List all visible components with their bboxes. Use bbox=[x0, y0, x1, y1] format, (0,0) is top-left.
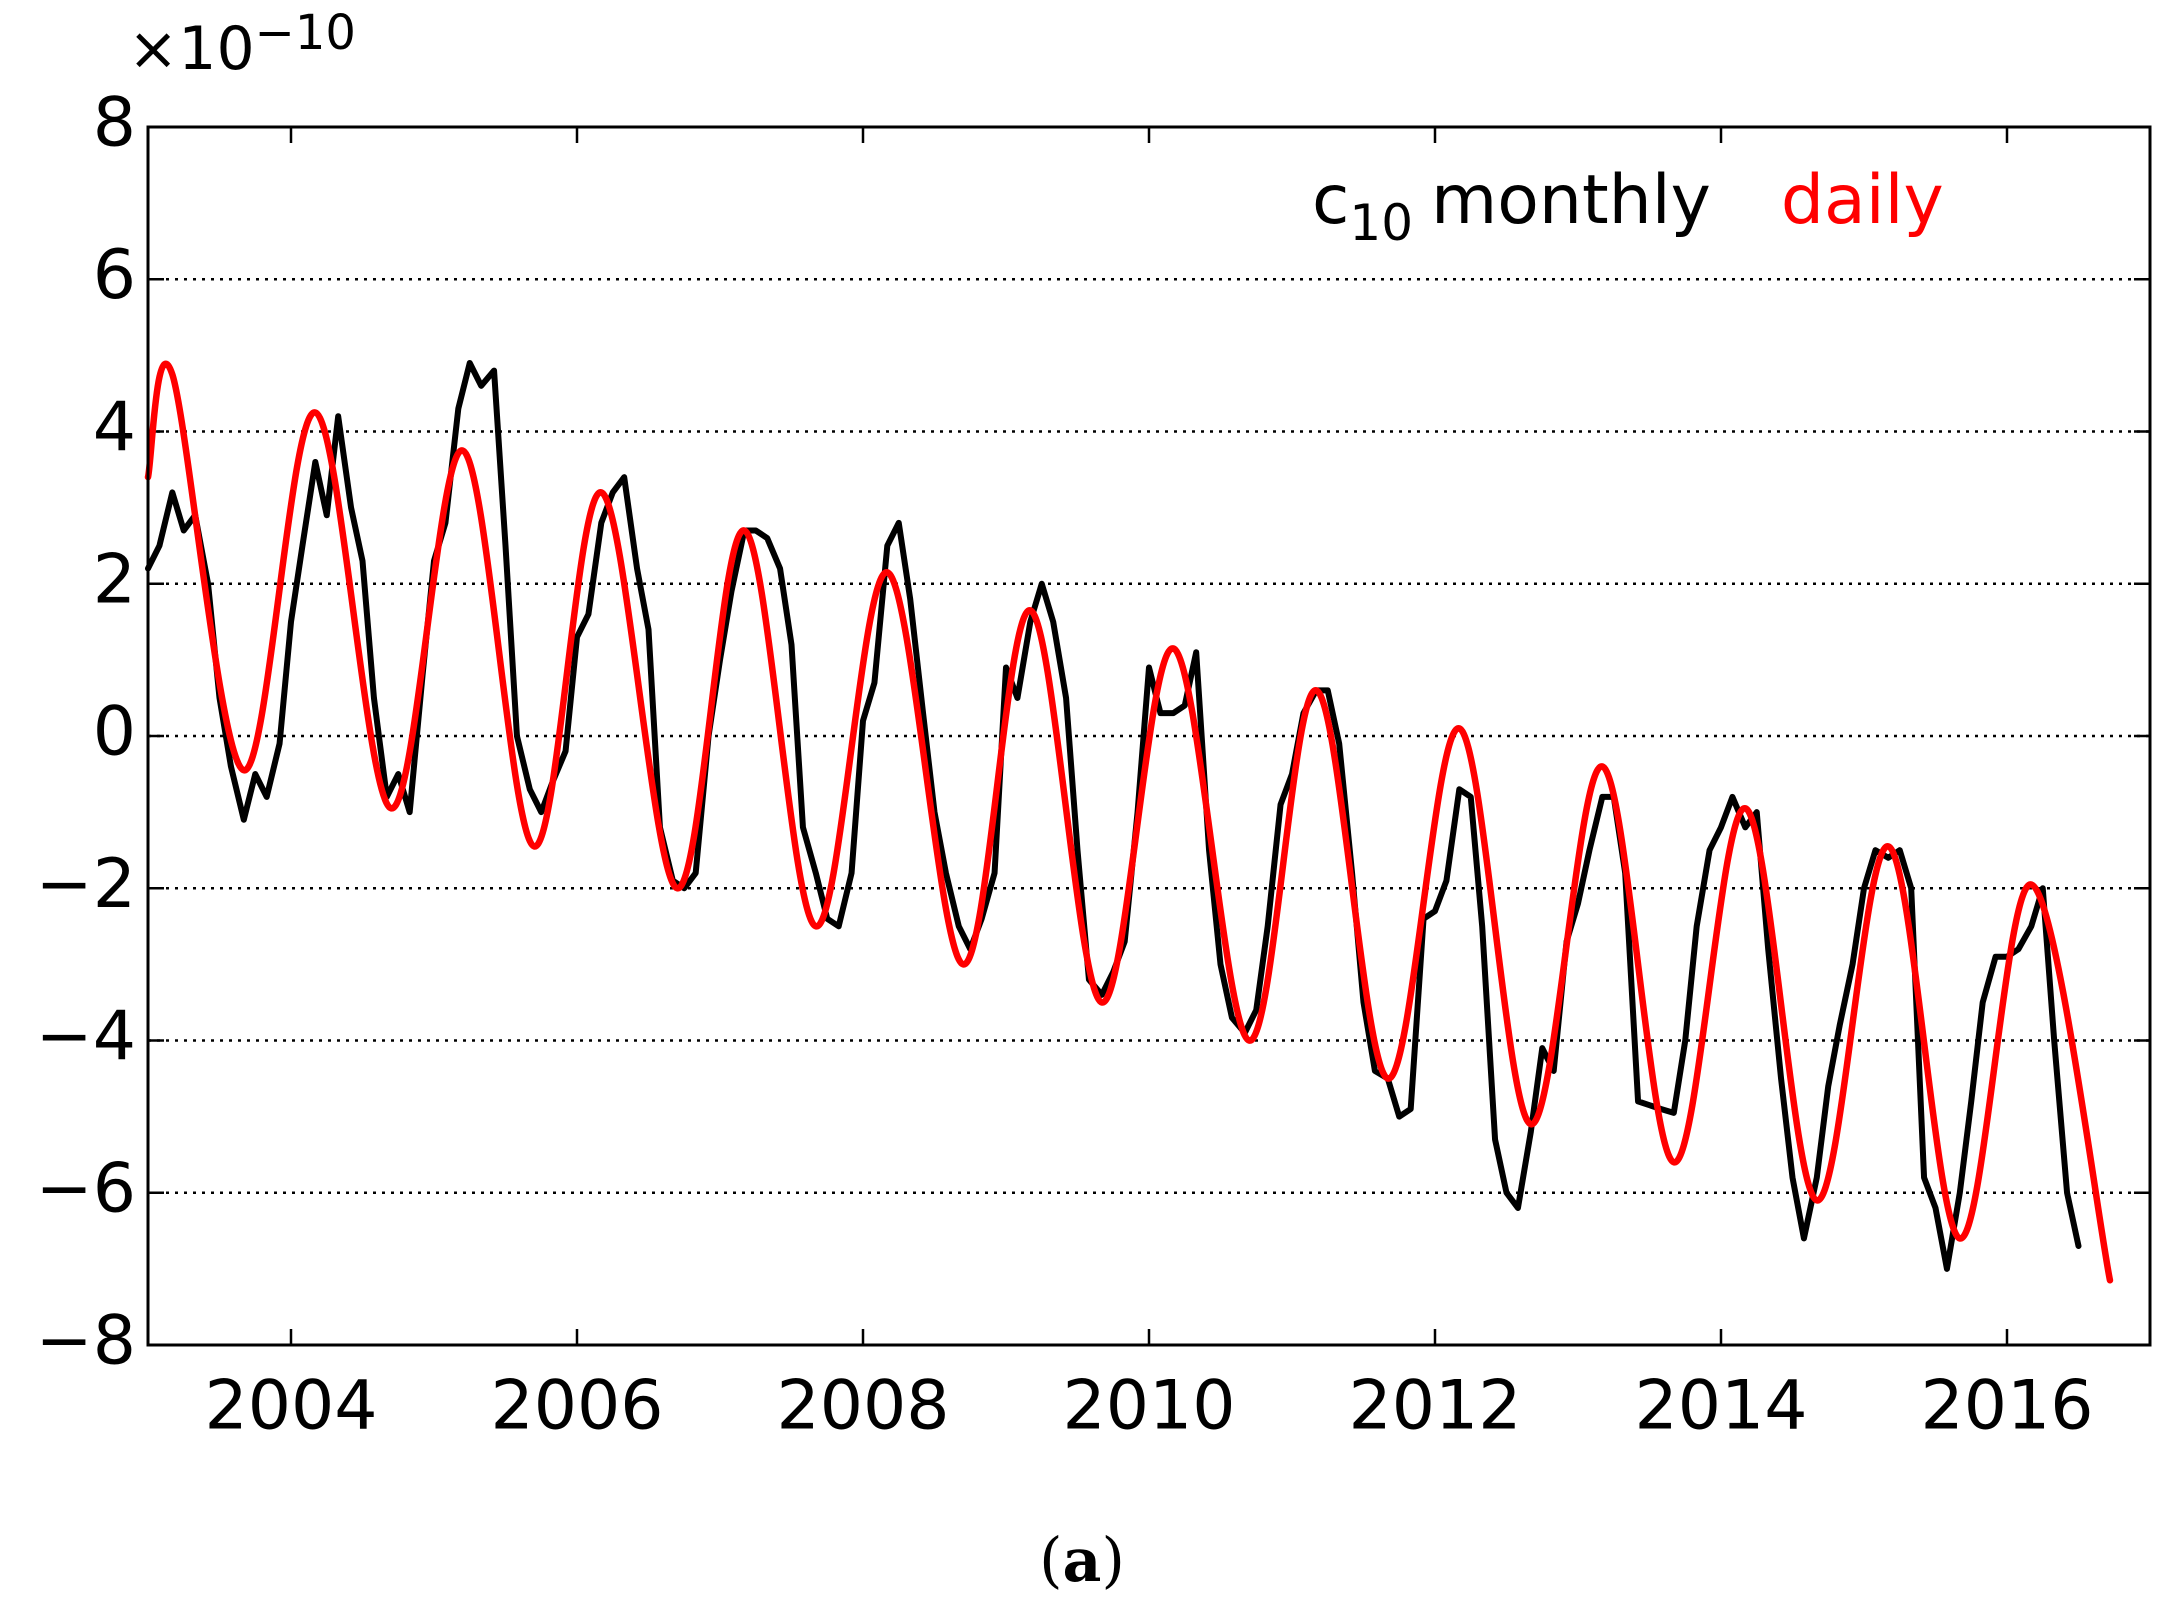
series-line bbox=[144, 360, 2114, 1284]
plot-frame bbox=[146, 125, 2152, 1347]
multiplier-base: ×10 bbox=[128, 14, 255, 84]
y-tick-label: 0 bbox=[93, 693, 136, 772]
x-tick-label: 2010 bbox=[1062, 1367, 1235, 1446]
x-tick-label: 2014 bbox=[1634, 1367, 1807, 1446]
x-tick-label: 2012 bbox=[1348, 1367, 1521, 1446]
y-tick-label: 8 bbox=[93, 84, 136, 163]
x-tick-label: 2004 bbox=[204, 1367, 377, 1446]
y-tick-label: −6 bbox=[36, 1149, 136, 1228]
multiplier-exponent: −10 bbox=[255, 5, 356, 61]
x-tick-label: 2016 bbox=[1920, 1367, 2093, 1446]
legend-label: monthly bbox=[1431, 161, 1711, 240]
y-tick-label: −8 bbox=[36, 1302, 136, 1381]
legend: c10 monthly daily bbox=[1312, 161, 1944, 252]
legend-symbol: c bbox=[1312, 161, 1349, 240]
y-tick-label: −2 bbox=[36, 845, 136, 924]
x-tick-label: 2006 bbox=[490, 1367, 663, 1446]
y-tick-label: 6 bbox=[93, 236, 136, 315]
caption: (a) bbox=[1039, 1526, 1125, 1596]
x-tick-label: 2008 bbox=[776, 1367, 949, 1446]
legend-label: daily bbox=[1781, 161, 1944, 240]
legend-entry: c10 monthly daily bbox=[1312, 161, 1944, 252]
legend-subscript: 10 bbox=[1349, 194, 1413, 252]
y-tick-label: 4 bbox=[93, 388, 136, 467]
y-tick-label: −4 bbox=[36, 997, 136, 1076]
y-multiplier: ×10−10 bbox=[128, 5, 356, 84]
y-tick-label: 2 bbox=[93, 540, 136, 619]
caption-letter: a bbox=[1063, 1526, 1102, 1596]
